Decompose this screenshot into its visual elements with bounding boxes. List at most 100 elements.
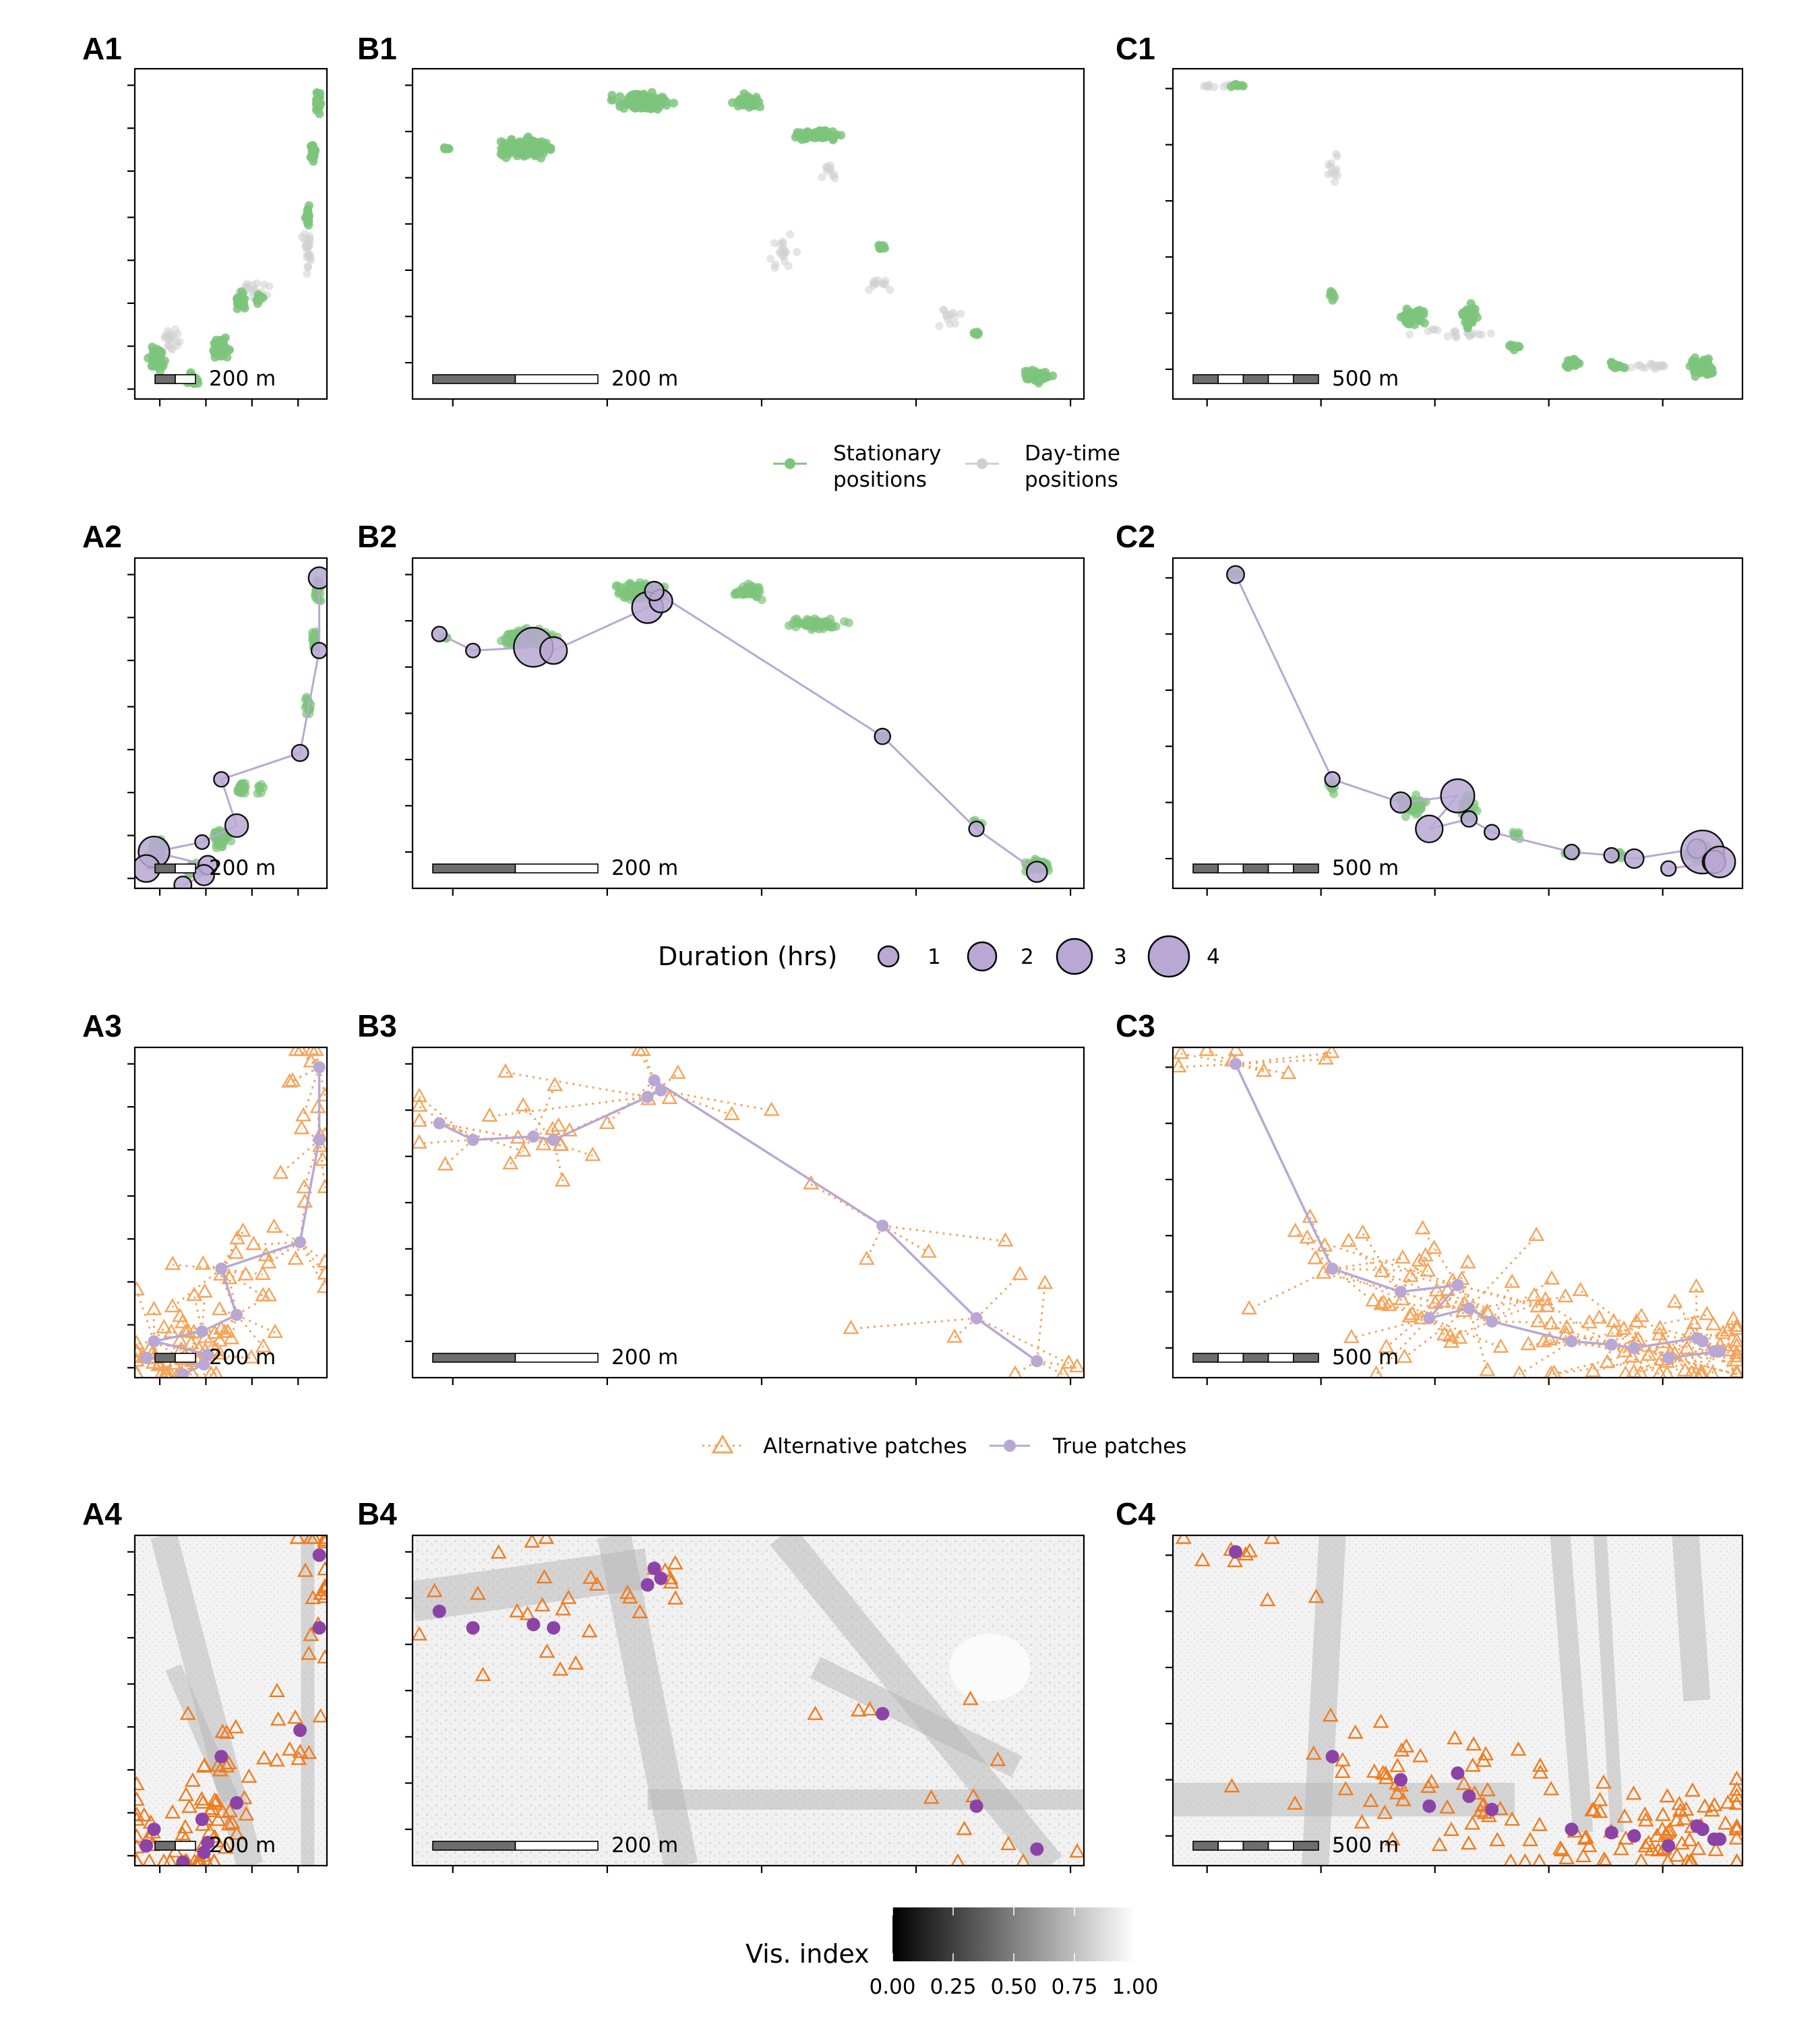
panel-a4-alt-patch-84 xyxy=(214,1804,231,1818)
panel-b3-alt-link-1 xyxy=(439,1122,524,1153)
panel-a3-alt-patch-28 xyxy=(164,1256,181,1270)
panel-label-b3: B3 xyxy=(357,1008,397,1043)
panel-c3-alt-patch-126 xyxy=(1618,1365,1633,1378)
panel-c1-stationary-point-7 xyxy=(1230,81,1239,90)
panel-label-b4: B4 xyxy=(357,1496,397,1531)
panel-b4-patch-7 xyxy=(876,1707,890,1721)
panel-a2-stationary-point-122 xyxy=(215,838,224,848)
panel-c4-plot-area xyxy=(1173,1535,1742,1866)
panel-b3-alt-link-5 xyxy=(419,1096,474,1141)
panel-a3-scalebar-seg-0 xyxy=(154,1353,176,1363)
panel-b3-alt-link-20 xyxy=(661,1089,733,1116)
panel-a3-alt-link-55 xyxy=(136,1340,154,1345)
panel-c4-alt-patch-40 xyxy=(1420,1778,1436,1794)
panel-c3-alt-patch-99 xyxy=(1684,1364,1699,1378)
panel-b3-alt-link-36 xyxy=(1037,1360,1078,1368)
panel-c3-alt-link-13 xyxy=(1332,1267,1428,1273)
panel-c3-alt-link-66 xyxy=(1550,1323,1573,1343)
panel-a2-patch-4 xyxy=(224,813,249,838)
panel-a3-alt-link-68 xyxy=(179,1316,209,1355)
panel-c4-scalebar-seg-2 xyxy=(1242,1841,1269,1851)
panel-c4-alt-patch-11 xyxy=(1305,1745,1322,1760)
panel-b3-alt-link-33 xyxy=(975,1317,1070,1365)
panel-b3-alt-patch-22 xyxy=(535,1136,552,1151)
panel-b4-alt-patch-0 xyxy=(426,1583,443,1597)
panel-a3-alt-link-42 xyxy=(204,1314,238,1352)
panel-a4-alt-patch-98 xyxy=(187,1853,202,1866)
panel-c4-patch-14 xyxy=(1662,1839,1676,1853)
panel-c3-alt-patch-57 xyxy=(1544,1270,1560,1285)
panel-c3-scalebar-seg-0 xyxy=(1192,1353,1219,1363)
panel-c3-alt-link-56 xyxy=(1452,1281,1493,1322)
panel-b3-alt-patch-4 xyxy=(437,1156,454,1171)
panel-a3-alt-link-28 xyxy=(173,1264,222,1270)
panel-c4-patch-11 xyxy=(1695,1822,1709,1837)
panel-a3-alt-patch-82 xyxy=(160,1365,175,1378)
panel-a3-alt-patch-35 xyxy=(228,1244,244,1259)
legend-true-label: True patches xyxy=(1052,1434,1186,1459)
panel-c3-alt-patch-74 xyxy=(1558,1324,1575,1340)
panel-b1-stationary-point-476 xyxy=(1048,371,1058,381)
panel-a4-frame xyxy=(133,1534,328,1867)
panel-c3-patch-7 xyxy=(1565,1335,1578,1348)
panel-c1-daytime-point-54 xyxy=(1660,362,1668,371)
panel-b3-scalebar-label: 200 m xyxy=(611,1345,678,1370)
panel-b1-stationary-point-488 xyxy=(1027,374,1037,383)
panel-a3-alt-patch-52 xyxy=(213,1320,230,1335)
panel-c3-alt-link-59 xyxy=(1443,1301,1492,1323)
panel-c3-alt-link-51 xyxy=(1383,1302,1469,1310)
panel-c2-plot-area xyxy=(1225,565,1736,879)
panel-b4-alt-patch-11 xyxy=(555,1601,572,1616)
panel-c4-alt-patch-35 xyxy=(1476,1752,1492,1767)
panel-a4-patch-8 xyxy=(140,1839,154,1853)
panel-c3-patch-4 xyxy=(1423,1312,1436,1324)
panel-b3-alt-patch-11 xyxy=(547,1076,564,1091)
panel-b1-daytime-point-18 xyxy=(779,239,787,248)
panel-b1-daytime-point-5 xyxy=(770,239,779,247)
panel-c3-alt-patch-13 xyxy=(1420,1262,1436,1277)
panel-a3-alt-patch-27 xyxy=(229,1229,245,1245)
panel-c4-alt-patch-125 xyxy=(1707,1841,1724,1856)
panel-c4-alt-patch-116 xyxy=(1720,1794,1736,1809)
panel-c4-alt-patch-95 xyxy=(1717,1815,1734,1830)
panel-b1-stationary-point-414 xyxy=(792,129,801,139)
panel-b3-patch-3 xyxy=(547,1134,560,1146)
panel-a3-alt-patch-46 xyxy=(186,1286,203,1301)
panel-c4-alt-patch-132 xyxy=(1660,1853,1675,1866)
panel-c3-alt-patch-104 xyxy=(1728,1317,1742,1332)
panel-b4-patch-8 xyxy=(969,1799,983,1813)
panel-a1-daytime-point-40 xyxy=(265,282,274,290)
panel-b1-stationary-point-241 xyxy=(615,92,625,101)
panel-b3-alt-patch-18 xyxy=(561,1122,578,1137)
panel-a4-alt-patch-31 xyxy=(241,1768,257,1783)
panel-a1-daytime-point-62 xyxy=(164,341,173,350)
panel-c4-alt-patch-37 xyxy=(1479,1781,1496,1797)
panel-c4-alt-patch-59 xyxy=(1522,1831,1539,1847)
panel-c1-daytime-point-52 xyxy=(1627,363,1635,372)
panel-a1-daytime-point-64 xyxy=(167,332,175,341)
panel-b3-alt-patch-35 xyxy=(843,1320,859,1335)
panel-b2-stationary-point-397 xyxy=(784,621,793,630)
panel-b3-alt-patch-13 xyxy=(554,1172,571,1187)
panel-b1-stationary-point-149 xyxy=(504,148,513,158)
panel-a4-alt-patch-15 xyxy=(305,1589,322,1605)
panel-c4-alt-patch-119 xyxy=(1728,1830,1742,1845)
legend-daytime-label-2: positions xyxy=(1025,468,1118,492)
panel-c4-alt-patch-115 xyxy=(1655,1806,1671,1821)
panel-c3-alt-patch-21 xyxy=(1411,1252,1428,1267)
panel-c1-stationary-point-135 xyxy=(1618,363,1627,372)
panel-a3-alt-patch-8 xyxy=(303,1047,320,1056)
panel-b4-scalebar-seg-1 xyxy=(514,1841,599,1851)
panel-c2-patch-7 xyxy=(1563,843,1580,861)
panel-a2-patch-2 xyxy=(291,743,309,762)
panel-a1-daytime-point-19 xyxy=(303,262,312,271)
panel-c3-alt-link-40 xyxy=(1428,1317,1453,1344)
panel-b3-alt-patch-39 xyxy=(1056,1365,1070,1378)
panel-a3-alt-patch-24 xyxy=(245,1235,262,1250)
panel-c4-alt-patch-15 xyxy=(1347,1724,1364,1739)
panel-a4-alt-patch-17 xyxy=(317,1579,327,1594)
panel-c3-alt-patch-106 xyxy=(1705,1316,1722,1330)
panel-c3-alt-patch-54 xyxy=(1373,1295,1390,1310)
panel-c4-alt-patch-45 xyxy=(1510,1741,1527,1756)
panel-b1-daytime-point-19 xyxy=(775,249,784,257)
